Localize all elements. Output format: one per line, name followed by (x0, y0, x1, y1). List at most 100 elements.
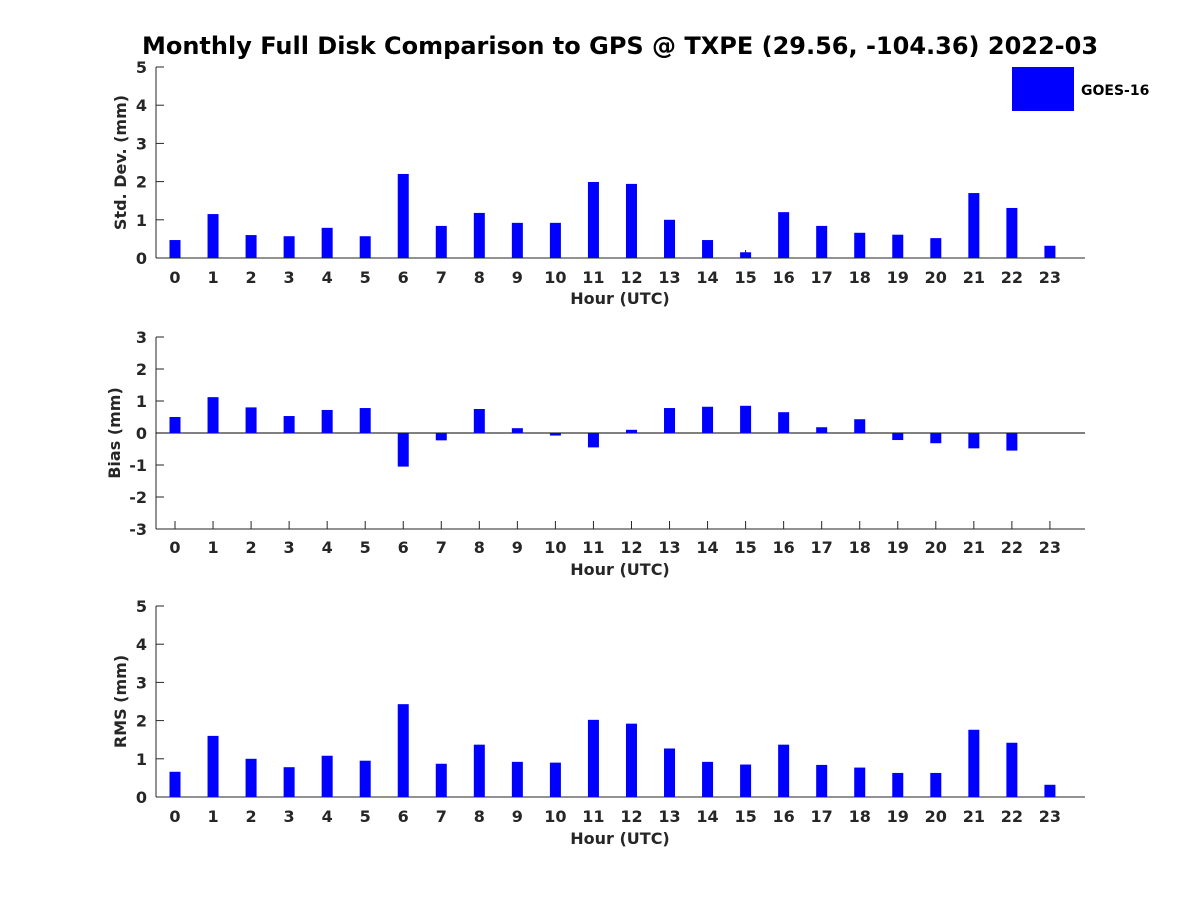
x-tick-label: 14 (696, 268, 718, 287)
bar (740, 764, 752, 797)
bar (702, 761, 714, 797)
x-tick-label: 19 (887, 268, 909, 287)
bar (549, 762, 561, 797)
x-tick-label: 8 (474, 538, 485, 557)
bar (587, 719, 599, 797)
bar (473, 409, 485, 433)
bar (473, 744, 485, 797)
y-tick-label: 1 (136, 750, 147, 769)
bar (321, 227, 333, 258)
bar (207, 397, 219, 433)
y-tick-label: 5 (136, 58, 147, 77)
bar (816, 764, 828, 797)
x-tick-label: 14 (696, 538, 718, 557)
y-tick-label: 2 (136, 173, 147, 192)
y-tick-label: 3 (136, 134, 147, 153)
bar (778, 212, 790, 258)
x-tick-label: 3 (284, 807, 295, 826)
x-tick-label: 2 (246, 807, 257, 826)
bar (1006, 433, 1018, 451)
x-tick-label: 15 (734, 807, 756, 826)
bar (587, 433, 599, 448)
y-tick-label: -2 (129, 488, 147, 507)
bar (778, 412, 790, 433)
bar (1044, 245, 1056, 258)
bar (359, 236, 371, 258)
bar (892, 772, 904, 797)
bar (816, 427, 828, 433)
x-tick-label: 21 (963, 807, 985, 826)
x-tick-label: 8 (474, 268, 485, 287)
x-tick-label: 18 (849, 807, 871, 826)
chart-title: Monthly Full Disk Comparison to GPS @ TX… (142, 32, 1098, 60)
x-tick-label: 10 (544, 268, 566, 287)
bar (473, 212, 485, 258)
x-tick-label: 23 (1039, 268, 1061, 287)
x-tick-label: 7 (436, 538, 447, 557)
bar (625, 429, 637, 433)
y-axis-label: RMS (mm) (111, 655, 130, 748)
bar (283, 236, 295, 258)
x-tick-label: 11 (582, 538, 604, 557)
x-tick-label: 10 (544, 807, 566, 826)
x-tick-label: 8 (474, 807, 485, 826)
y-axis-label: Std. Dev. (mm) (111, 95, 130, 230)
bar (169, 771, 181, 797)
bar (511, 428, 523, 433)
bar (930, 238, 942, 258)
x-tick-label: 1 (207, 538, 218, 557)
x-tick-label: 19 (887, 807, 909, 826)
y-tick-label: 2 (136, 712, 147, 731)
x-tick-label: 4 (322, 538, 333, 557)
bar (816, 225, 828, 258)
x-tick-label: 19 (887, 538, 909, 557)
bar (968, 433, 980, 449)
bar (397, 433, 409, 467)
bar (245, 758, 257, 797)
bar (283, 767, 295, 797)
x-tick-label: 9 (512, 538, 523, 557)
x-tick-label: 12 (620, 268, 642, 287)
x-tick-label: 15 (734, 268, 756, 287)
x-tick-label: 0 (169, 268, 180, 287)
bar (435, 225, 447, 258)
x-tick-label: 4 (322, 807, 333, 826)
y-tick-label: 2 (136, 360, 147, 379)
bar (892, 234, 904, 258)
x-tick-label: 11 (582, 268, 604, 287)
bar (702, 406, 714, 433)
x-tick-label: 12 (620, 538, 642, 557)
bar (397, 173, 409, 258)
y-tick-label: -1 (129, 456, 147, 475)
x-tick-label: 6 (398, 268, 409, 287)
legend-label: GOES-16 (1081, 83, 1149, 99)
bar (854, 419, 866, 433)
y-tick-label: 5 (136, 597, 147, 616)
x-tick-label: 14 (696, 807, 718, 826)
bar (930, 772, 942, 797)
bar (245, 407, 257, 433)
bar (359, 408, 371, 433)
bar (207, 735, 219, 797)
x-tick-label: 2 (246, 268, 257, 287)
bar (740, 405, 752, 433)
x-tick-label: 7 (436, 268, 447, 287)
x-tick-label: 12 (620, 807, 642, 826)
bar (1044, 784, 1056, 797)
y-tick-label: 3 (136, 328, 147, 347)
y-tick-label: 3 (136, 673, 147, 692)
x-tick-label: 4 (322, 268, 333, 287)
x-tick-label: 18 (849, 538, 871, 557)
bar (892, 433, 904, 441)
x-tick-label: 16 (773, 268, 795, 287)
y-tick-label: 1 (136, 211, 147, 230)
x-tick-label: 13 (658, 268, 680, 287)
bar (930, 433, 942, 444)
bar (549, 433, 561, 436)
y-tick-label: 0 (136, 788, 147, 807)
x-tick-label: 20 (925, 268, 947, 287)
